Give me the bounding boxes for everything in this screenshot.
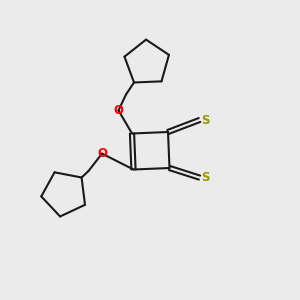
Text: S: S bbox=[201, 113, 209, 127]
Text: S: S bbox=[201, 171, 209, 184]
Text: O: O bbox=[97, 147, 107, 160]
Text: O: O bbox=[113, 104, 124, 117]
